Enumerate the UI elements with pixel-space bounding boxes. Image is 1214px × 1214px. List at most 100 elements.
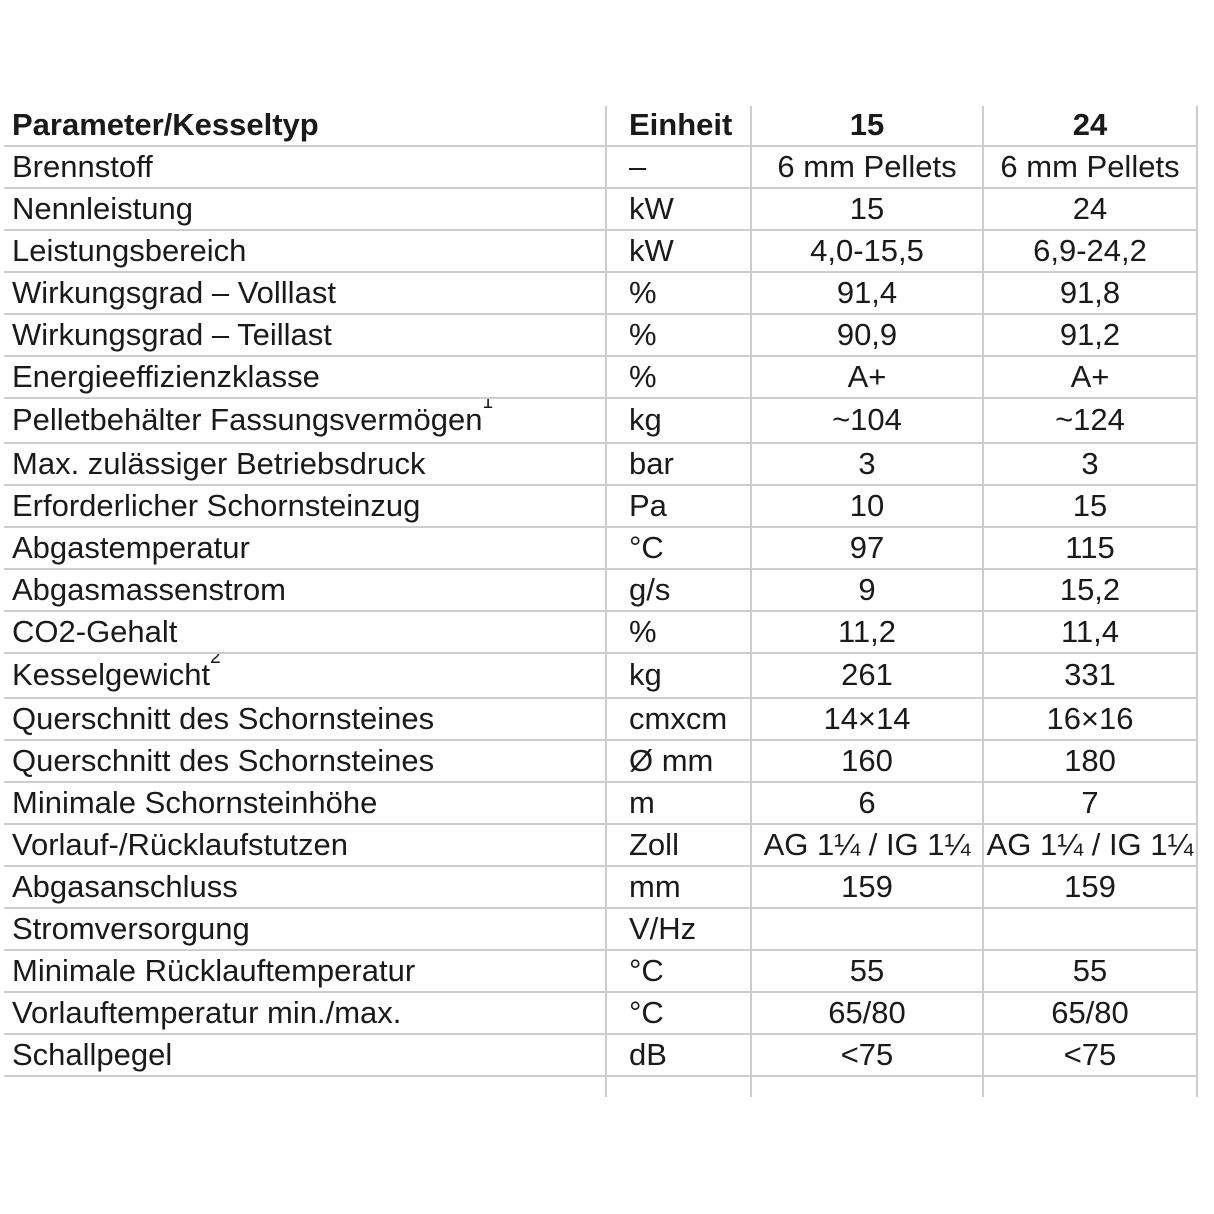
table-row: Schallpegel dB <75 <75 — [4, 1034, 1198, 1077]
table-row: Abgasanschluss mm 159 159 — [4, 866, 1198, 909]
param-cell: Leistungsbereich — [4, 230, 606, 273]
empty-cell — [4, 1076, 606, 1097]
table-row: Minimale Schornsteinhöhe m 6 7 — [4, 782, 1198, 825]
value-15-cell: 9 — [750, 569, 983, 612]
unit-cell: % — [605, 314, 751, 357]
unit-cell: bar — [605, 443, 751, 486]
param-cell: Pelletbehälter Fassungsvermögen1 — [4, 398, 606, 444]
value-24-cell: 15 — [982, 485, 1198, 528]
param-cell: Minimale Rücklauftemperatur — [4, 950, 606, 993]
value-24-cell: 15,2 — [982, 569, 1198, 612]
table-row: Querschnitt des Schornsteines cmxcm 14×14 1… — [4, 698, 1198, 741]
column-header-model-15: 15 — [750, 106, 983, 147]
unit-cell: kg — [605, 653, 751, 699]
table-row: Erforderlicher Schornsteinzug Pa 10 15 — [4, 485, 1198, 528]
value-15-cell: 15 — [750, 188, 983, 231]
table-row: Querschnitt des Schornsteines Ø mm 160 180 — [4, 740, 1198, 783]
value-24-cell: 7 — [982, 782, 1198, 825]
value-24-cell: ~124 — [982, 398, 1198, 444]
table-row: CO2-Gehalt% 11,2 11,4 — [4, 611, 1198, 654]
table-row: Minimale Rücklauftemperatur °C 55 55 — [4, 950, 1198, 993]
spec-table: Parameter/Kesseltyp Einheit 15 24 Brenns… — [4, 106, 1198, 1097]
value-15-cell: 6 — [750, 782, 983, 825]
param-cell: Querschnitt des Schornsteines — [4, 740, 606, 783]
table-row: Max. zulässiger Betriebsdruck bar 3 3 — [4, 443, 1198, 486]
param-cell: Minimale Schornsteinhöhe — [4, 782, 606, 825]
param-cell: Schallpegel — [4, 1034, 606, 1077]
param-cell: Querschnitt des Schornsteines — [4, 698, 606, 741]
value-24-cell: 3 — [982, 443, 1198, 486]
unit-cell: kg — [605, 398, 751, 444]
empty-cell — [750, 1076, 983, 1097]
value-24-cell: 65/80 — [982, 992, 1198, 1035]
table-row: Stromversorgung V/Hz — [4, 908, 1198, 951]
table-row: Abgasmassenstrom g/s 9 15,2 — [4, 569, 1198, 612]
table-row: Brennstoff –6 mm Pellets 6 mm Pellets — [4, 146, 1198, 189]
column-header-model-24: 24 — [982, 106, 1198, 147]
table-row: Kesselgewicht2 kg 261 331 — [4, 653, 1198, 699]
value-15-cell: 65/80 — [750, 992, 983, 1035]
param-cell: CO2-Gehalt — [4, 611, 606, 654]
param-cell: Erforderlicher Schornsteinzug — [4, 485, 606, 528]
unit-cell: g/s — [605, 569, 751, 612]
value-24-cell: 6 mm Pellets — [982, 146, 1198, 189]
unit-cell: kW — [605, 188, 751, 231]
column-header-parameter: Parameter/Kesseltyp — [4, 106, 606, 147]
unit-cell: % — [605, 356, 751, 399]
value-15-cell: <75 — [750, 1034, 983, 1077]
footnote-marker: 1 — [482, 398, 494, 413]
param-cell: Nennleistung — [4, 188, 606, 231]
value-15-cell: 160 — [750, 740, 983, 783]
empty-cell — [605, 1076, 751, 1097]
value-24-cell: 24 — [982, 188, 1198, 231]
value-15-cell — [750, 908, 983, 951]
table-row: Nennleistung kW 15 24 — [4, 188, 1198, 231]
value-24-cell: 159 — [982, 866, 1198, 909]
spec-table-body: Brennstoff –6 mm Pellets 6 mm Pellets Nennl… — [4, 146, 1198, 1097]
value-24-cell: <75 — [982, 1034, 1198, 1077]
empty-stub-row — [4, 1076, 1198, 1097]
unit-cell: °C — [605, 950, 751, 993]
value-24-cell: 180 — [982, 740, 1198, 783]
value-24-cell: A+ — [982, 356, 1198, 399]
value-15-cell: 3 — [750, 443, 983, 486]
value-15-cell: 55 — [750, 950, 983, 993]
value-15-cell: 97 — [750, 527, 983, 570]
value-24-cell: 16×16 — [982, 698, 1198, 741]
param-cell: Abgasanschluss — [4, 866, 606, 909]
unit-cell: Pa — [605, 485, 751, 528]
value-15-cell: 6 mm Pellets — [750, 146, 983, 189]
value-24-cell: 331 — [982, 653, 1198, 699]
value-15-cell: 91,4 — [750, 272, 983, 315]
unit-cell: kW — [605, 230, 751, 273]
value-24-cell: 11,4 — [982, 611, 1198, 654]
param-cell: Wirkungsgrad – Teillast — [4, 314, 606, 357]
unit-cell: dB — [605, 1034, 751, 1077]
footnote-marker: 2 — [210, 653, 221, 668]
param-cell: Energieeffizienzklasse — [4, 356, 606, 399]
value-15-cell: ~104 — [750, 398, 983, 444]
column-header-unit: Einheit — [605, 106, 751, 147]
value-15-cell: 261 — [750, 653, 983, 699]
unit-cell: °C — [605, 992, 751, 1035]
empty-cell — [982, 1076, 1198, 1097]
param-cell: Stromversorgung — [4, 908, 606, 951]
unit-cell: % — [605, 272, 751, 315]
value-15-cell: 11,2 — [750, 611, 983, 654]
unit-cell: Zoll — [605, 824, 751, 867]
unit-cell: m — [605, 782, 751, 825]
unit-cell: % — [605, 611, 751, 654]
value-24-cell: 55 — [982, 950, 1198, 993]
value-15-cell: 14×14 — [750, 698, 983, 741]
table-row: Energieeffizienzklasse% A+ A+ — [4, 356, 1198, 399]
table-row: Wirkungsgrad – Teillast% 90,9 91,2 — [4, 314, 1198, 357]
value-24-cell: 115 — [982, 527, 1198, 570]
table-row: Pelletbehälter Fassungsvermögen1 kg ~104 ~1… — [4, 398, 1198, 444]
param-cell: Max. zulässiger Betriebsdruck — [4, 443, 606, 486]
table-row: Abgastemperatur °C 97 115 — [4, 527, 1198, 570]
param-cell: Abgastemperatur — [4, 527, 606, 570]
param-cell: Wirkungsgrad – Volllast — [4, 272, 606, 315]
param-cell: Vorlauftemperatur min./max. — [4, 992, 606, 1035]
value-15-cell: 4,0-15,5 — [750, 230, 983, 273]
value-24-cell — [982, 908, 1198, 951]
